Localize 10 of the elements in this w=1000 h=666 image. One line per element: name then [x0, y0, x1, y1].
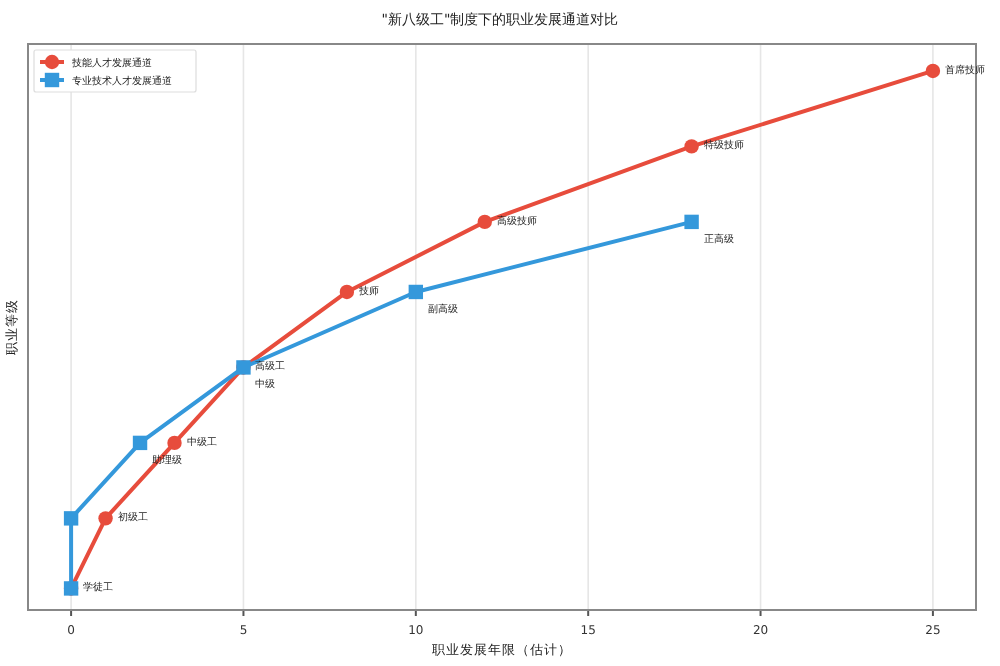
point: [339, 284, 355, 300]
point: [63, 511, 79, 526]
point: [925, 63, 941, 79]
point: [98, 511, 113, 526]
point: [408, 284, 424, 300]
point: [684, 214, 699, 230]
point: [684, 139, 699, 154]
point: [477, 214, 492, 230]
point: [167, 435, 182, 451]
point: [132, 435, 148, 451]
